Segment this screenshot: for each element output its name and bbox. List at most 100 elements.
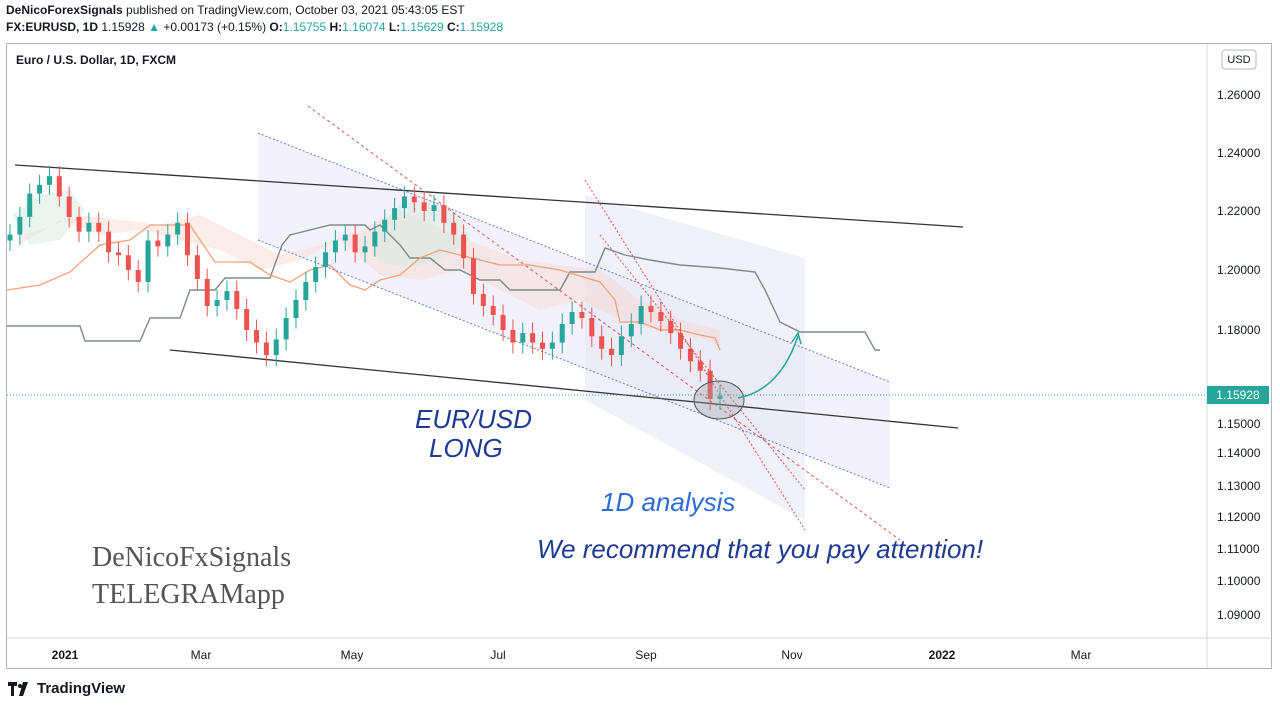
candle-body: [135, 270, 141, 282]
x-tick-label: Sep: [635, 648, 657, 662]
candle-body: [421, 202, 427, 211]
low-value: 1.15629: [400, 20, 444, 34]
candle-body: [293, 300, 299, 318]
candle-body: [678, 333, 684, 349]
high-label: H:: [329, 20, 343, 34]
candle-body: [76, 216, 82, 232]
candle-body: [569, 312, 575, 324]
x-tick-label: Nov: [781, 648, 802, 662]
channel-upper-line: [257, 132, 891, 383]
author-name[interactable]: DeNicoForexSignals: [6, 3, 123, 17]
tradingview-logo-icon[interactable]: [8, 681, 32, 696]
candle-body: [27, 193, 33, 217]
projection-arrow: [737, 335, 799, 399]
x-tick-label: May: [341, 648, 364, 662]
candle-body: [155, 240, 161, 247]
candle-body: [273, 339, 279, 356]
ichimoku-base-line: [7, 224, 880, 351]
currency-badge[interactable]: [1221, 49, 1257, 70]
candle-body: [115, 252, 121, 256]
x-tick-label: 2021: [52, 648, 79, 662]
arrow-up-icon: ▲: [148, 20, 160, 34]
close-value: 1.15928: [459, 20, 504, 34]
candle-body: [86, 222, 92, 232]
candle-body: [470, 258, 476, 294]
time-axis[interactable]: 2021 Mar May Jul Sep Nov 2022 Mar: [52, 648, 1092, 662]
low-label: L:: [388, 20, 401, 34]
candle-body: [17, 216, 23, 235]
candle-body: [125, 255, 131, 270]
candle-body: [185, 222, 190, 256]
candle-body: [549, 342, 555, 349]
upper-trendline: [14, 164, 964, 228]
annotation-direction: LONG: [429, 433, 503, 463]
candle-body: [382, 219, 388, 232]
cloud-fill: [20, 210, 720, 345]
candle-body: [175, 222, 181, 235]
channel-lower-line: [257, 239, 891, 489]
red-dotted-line-3: [599, 234, 806, 491]
currency-badge-label: USD: [1227, 54, 1250, 66]
annotation-timeframe: 1D analysis: [601, 487, 735, 517]
price-axis[interactable]: 1.26000 1.24000 1.22000 1.20000 1.18000 1.150…: [1217, 88, 1261, 622]
chart-title: Euro / U.S. Dollar, 1D, FXCM: [16, 53, 176, 67]
candle-body: [401, 196, 407, 209]
candle-body: [589, 318, 595, 337]
candle-body: [441, 205, 447, 223]
candle-body: [7, 234, 13, 241]
candle-body: [658, 312, 664, 321]
candle-body: [500, 315, 506, 330]
footer-brand-label[interactable]: TradingView: [37, 680, 126, 697]
candle-body: [204, 279, 210, 306]
y-tick-label: 1.11000: [1217, 542, 1260, 556]
x-tick-label: Jul: [490, 648, 505, 662]
candle-body: [66, 196, 72, 217]
candle-body: [352, 234, 358, 253]
candle-body: [638, 306, 644, 324]
candle-body: [530, 333, 536, 343]
x-tick-label: Mar: [1071, 648, 1092, 662]
candle-body: [717, 395, 723, 399]
y-tick-label: 1.14000: [1217, 446, 1261, 460]
candle-body: [165, 234, 171, 247]
candle-body: [313, 267, 319, 282]
candle-body: [490, 306, 496, 315]
steep-channel-fill: [585, 195, 805, 520]
candle-body: [707, 370, 713, 399]
candle-body: [303, 282, 309, 300]
y-tick-label: 1.22000: [1217, 204, 1261, 218]
lower-trendline: [169, 349, 959, 429]
candle-body: [37, 184, 43, 194]
candle-body: [609, 348, 615, 356]
conversion-line: [7, 224, 721, 351]
candle-body: [96, 222, 102, 232]
annotation-pair: EUR/USD: [415, 404, 532, 434]
candle-body: [520, 333, 526, 343]
candle-body: [540, 342, 545, 349]
candle-body: [687, 348, 693, 362]
candle-body: [618, 336, 624, 356]
candle-body: [648, 306, 654, 312]
candle-body: [234, 291, 240, 309]
last-price: 1.15928: [101, 20, 145, 34]
publish-date: published on TradingView.com, October 03…: [126, 3, 465, 17]
annotation-message: We recommend that you pay attention!: [537, 534, 983, 564]
candle-body: [579, 312, 585, 318]
candle-body: [461, 234, 467, 259]
y-tick-label: 1.26000: [1217, 88, 1261, 102]
current-price-tag-label: 1.15928: [1216, 388, 1260, 402]
candle-body: [332, 240, 338, 253]
x-tick-label: Mar: [191, 648, 212, 662]
candle-body: [599, 336, 605, 349]
current-price-tag: [1207, 386, 1269, 404]
close-label: C:: [446, 20, 460, 34]
candle-body: [263, 342, 269, 356]
y-tick-label: 1.18000: [1217, 323, 1261, 337]
ohlc-legend: FX:EURUSD, 1D 1.15928 ▲ +0.00173 (+0.15%…: [6, 20, 503, 34]
candle-body: [668, 321, 674, 334]
red-dotted-line-1: [307, 105, 901, 541]
candle-body: [697, 361, 703, 371]
footer-brand: TradingView: [8, 680, 125, 697]
candle-body: [342, 234, 348, 241]
